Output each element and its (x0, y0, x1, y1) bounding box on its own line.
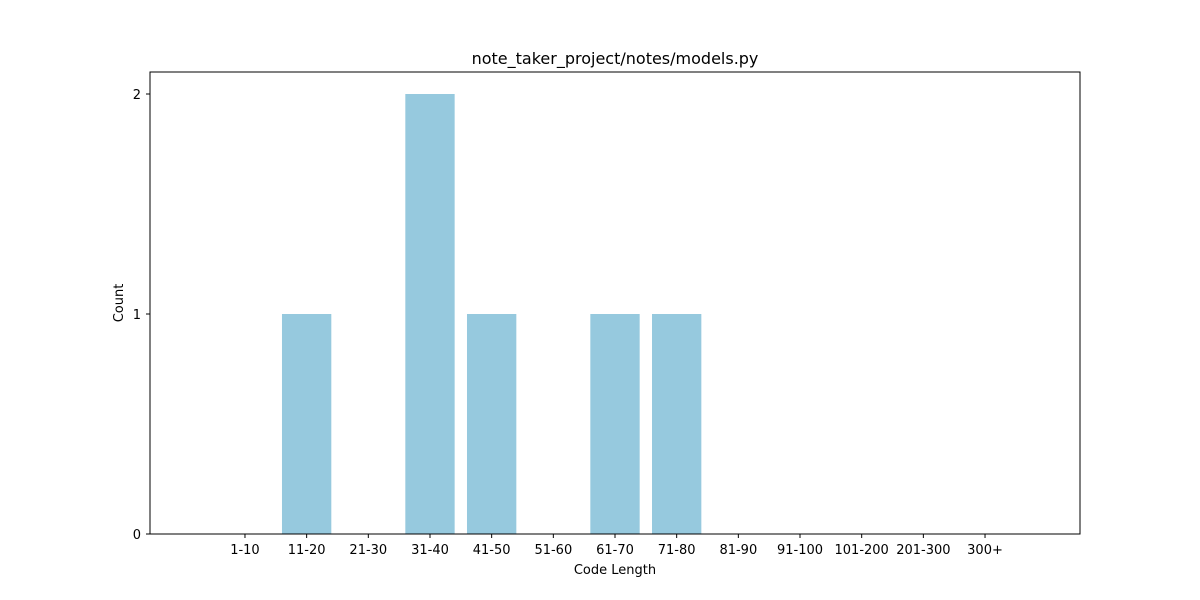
bar-31-40 (405, 94, 455, 534)
bar-61-70 (590, 314, 640, 534)
x-tick-label: 21-30 (349, 543, 387, 558)
y-axis-label: Count (112, 284, 127, 323)
x-tick-label: 31-40 (411, 543, 449, 558)
bar-41-50 (466, 314, 517, 534)
x-tick-label: 201-300 (896, 543, 950, 558)
x-tick-label: 11-20 (288, 543, 326, 558)
y-tick-label: 2 (133, 88, 141, 103)
x-tick-label: 71-80 (658, 543, 696, 558)
bar-71-80 (652, 314, 702, 534)
y-tick-label: 1 (133, 308, 141, 323)
x-axis-label: Code Length (574, 563, 656, 578)
bar-11-20 (281, 314, 332, 534)
x-tick-label: 81-90 (719, 543, 757, 558)
x-tick-label: 41-50 (473, 543, 511, 558)
x-tick-label: 51-60 (534, 543, 572, 558)
chart-title: note_taker_project/notes/models.py (472, 49, 759, 69)
x-tick-label: 300+ (967, 543, 1003, 558)
y-tick-label: 0 (133, 528, 141, 543)
bars-group (281, 94, 702, 534)
x-tick-label: 101-200 (835, 543, 889, 558)
y-axis-ticks: 0 1 2 (133, 88, 150, 543)
x-tick-label: 91-100 (777, 543, 823, 558)
x-axis-ticks: 1-10 11-20 21-30 31-40 41-50 51-60 61-70 71-80 8… (230, 534, 1003, 558)
x-tick-label: 1-10 (230, 543, 260, 558)
x-tick-label: 61-70 (596, 543, 634, 558)
